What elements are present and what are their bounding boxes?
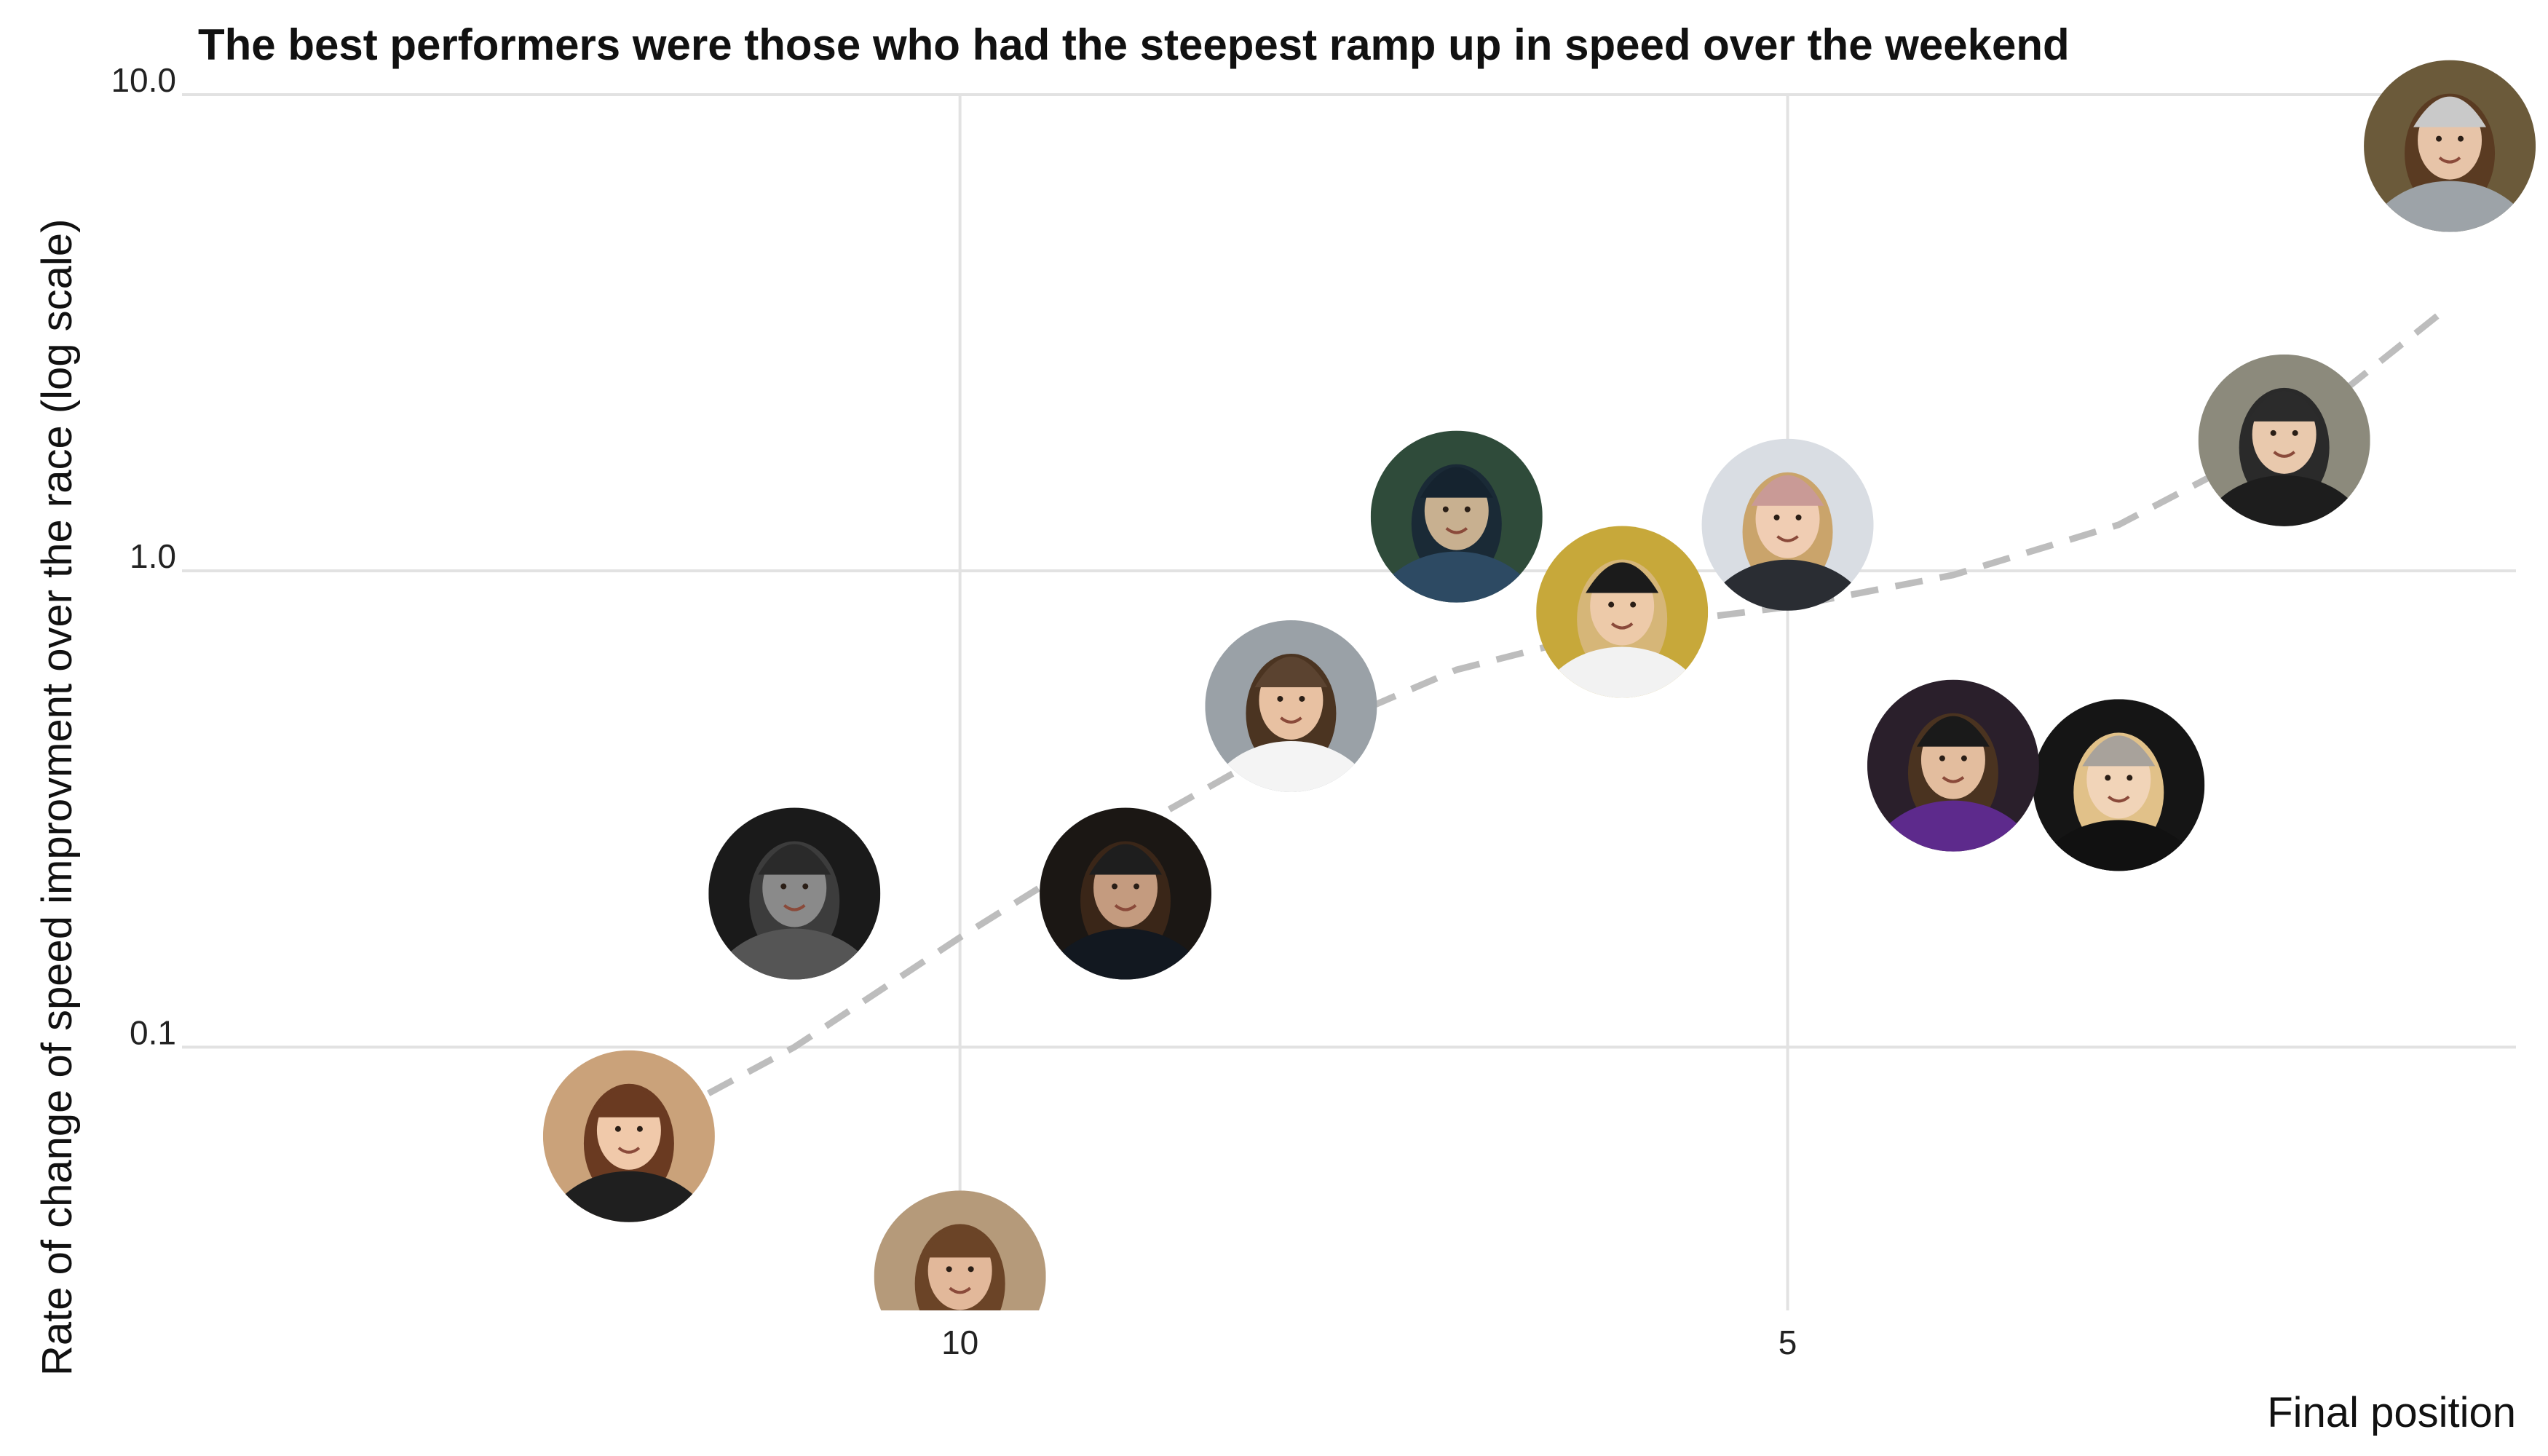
y-axis-label: Rate of change of speed improvment over …	[33, 219, 81, 1376]
rider-point	[874, 1190, 1046, 1310]
y-tick-label: 10.0	[111, 61, 176, 99]
axis-ticks: 0.1 1.0 10.0 10 5	[111, 61, 1797, 1361]
trend-line	[627, 303, 2452, 1139]
x-tick-label: 5	[1779, 1324, 1797, 1361]
y-tick-label: 1.0	[130, 537, 176, 575]
data-points	[542, 60, 2536, 1310]
chart-title: The best performers were those who had t…	[198, 20, 2070, 69]
rider-point	[1867, 679, 2039, 852]
rider-point	[1370, 430, 1543, 603]
y-tick-label: 0.1	[130, 1013, 176, 1051]
rider-point	[708, 807, 881, 980]
rider-point	[1205, 620, 1377, 792]
x-tick-label: 10	[941, 1324, 978, 1361]
grid-lines	[182, 93, 2516, 1310]
rider-point	[1536, 526, 1709, 698]
rider-point	[542, 1050, 715, 1222]
rider-point	[1040, 807, 1212, 980]
rider-point	[2364, 60, 2536, 232]
x-axis-label: Final position	[2267, 1389, 2516, 1436]
rider-point	[2198, 354, 2370, 526]
rider-point	[2033, 699, 2205, 871]
rider-point	[1701, 438, 1874, 611]
